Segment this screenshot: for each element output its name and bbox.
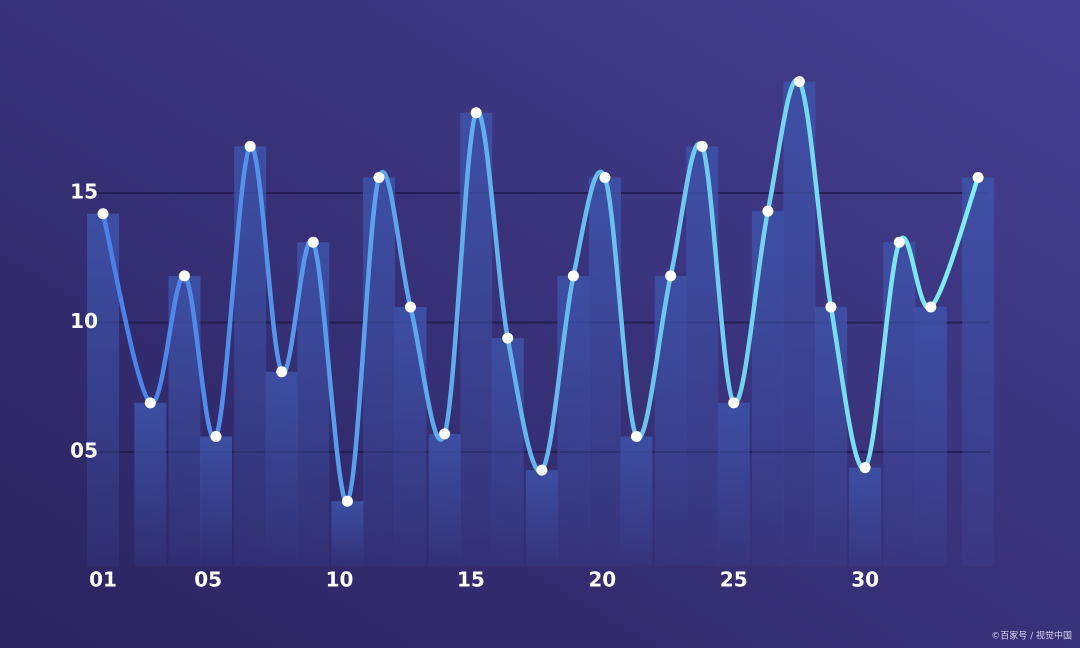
bar xyxy=(362,177,395,566)
x-tick-label: 20 xyxy=(588,568,616,592)
point xyxy=(439,428,451,440)
bar xyxy=(588,177,621,566)
bar xyxy=(491,338,524,566)
point xyxy=(665,270,677,282)
point xyxy=(793,76,805,88)
bar xyxy=(525,470,558,566)
point xyxy=(728,397,740,409)
point xyxy=(373,172,385,183)
point xyxy=(244,140,256,152)
y-tick-label: 15 xyxy=(70,180,98,204)
bar xyxy=(331,501,364,566)
x-tick-label: 15 xyxy=(457,568,485,592)
bar xyxy=(914,307,947,566)
point xyxy=(567,270,579,282)
point xyxy=(599,172,611,183)
point xyxy=(502,332,514,344)
point xyxy=(536,464,548,476)
point xyxy=(859,462,871,474)
point xyxy=(210,431,222,442)
bar xyxy=(654,275,687,566)
x-tick-label: 10 xyxy=(326,568,354,592)
x-tick-label: 25 xyxy=(720,568,748,592)
bar xyxy=(814,307,847,566)
point xyxy=(178,270,190,282)
x-tick-label: 30 xyxy=(851,568,879,592)
bar xyxy=(265,371,298,566)
x-tick-label: 05 xyxy=(194,568,222,592)
bar xyxy=(783,81,816,567)
watermark: ©百家号 / 视觉中国 xyxy=(991,630,1072,642)
point xyxy=(893,236,905,248)
y-tick-label: 10 xyxy=(70,309,98,333)
point xyxy=(925,301,937,313)
point xyxy=(404,301,416,313)
point xyxy=(97,208,109,220)
y-tick-label: 05 xyxy=(70,439,98,463)
bar xyxy=(428,433,461,566)
bar xyxy=(883,242,916,566)
bar xyxy=(849,467,882,566)
point xyxy=(470,107,482,119)
point xyxy=(276,366,288,378)
x-tick-label: 01 xyxy=(89,568,117,592)
bar xyxy=(717,402,750,566)
line xyxy=(100,77,981,504)
bar xyxy=(200,436,233,566)
bar xyxy=(557,275,590,566)
bar xyxy=(134,402,167,566)
point xyxy=(696,140,708,152)
bar xyxy=(751,211,784,567)
plot xyxy=(97,76,984,507)
point xyxy=(972,172,984,183)
bar xyxy=(394,307,427,566)
point xyxy=(825,301,837,313)
bars xyxy=(87,81,995,567)
bar xyxy=(297,242,330,566)
point xyxy=(144,397,156,409)
point xyxy=(307,236,319,248)
point xyxy=(762,205,774,217)
point xyxy=(630,431,642,442)
point xyxy=(341,495,353,507)
bar xyxy=(962,177,995,566)
bar xyxy=(620,436,653,566)
